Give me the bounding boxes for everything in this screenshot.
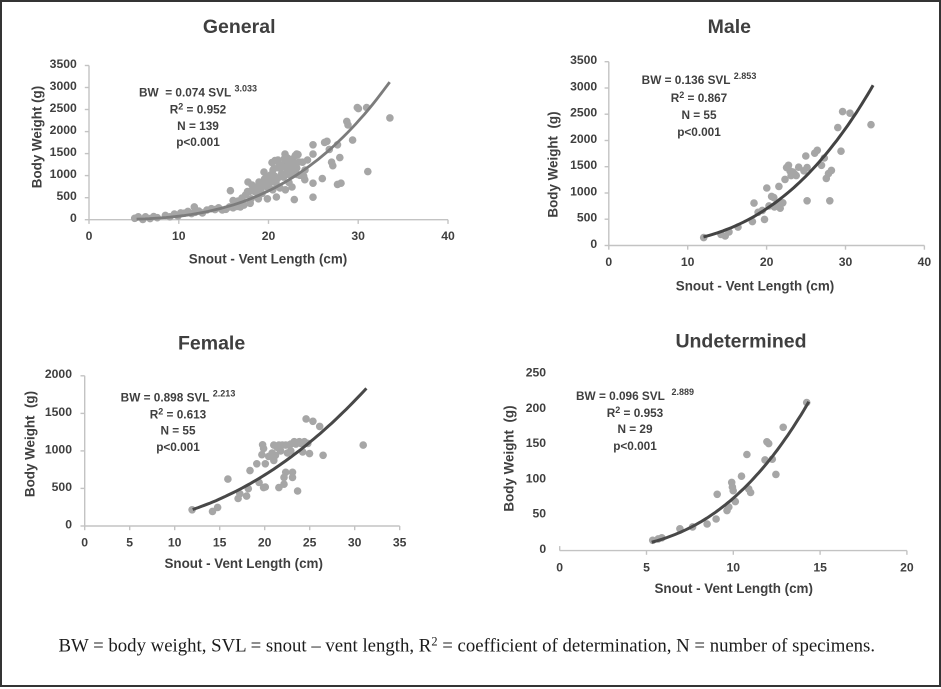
svg-text:N = 139: N = 139 <box>177 119 219 133</box>
svg-text:N = 55: N = 55 <box>681 108 717 122</box>
svg-text:5: 5 <box>126 535 133 549</box>
svg-text:BW = 0.136 SVL 2.853: BW = 0.136 SVL 2.853 <box>642 71 757 87</box>
svg-text:N = 55: N = 55 <box>160 424 196 438</box>
svg-text:150: 150 <box>526 436 547 450</box>
svg-text:0: 0 <box>81 535 88 549</box>
svg-text:Snout - Vent Length (cm): Snout - Vent Length (cm) <box>654 581 812 596</box>
svg-text:2000: 2000 <box>570 132 597 146</box>
svg-text:30: 30 <box>839 255 853 269</box>
svg-text:1500: 1500 <box>570 158 597 172</box>
svg-text:30: 30 <box>348 535 362 549</box>
svg-text:0: 0 <box>590 237 597 251</box>
svg-text:35: 35 <box>393 535 407 549</box>
svg-text:40: 40 <box>918 255 932 269</box>
svg-text:10: 10 <box>681 255 695 269</box>
svg-text:R2 = 0.952: R2 = 0.952 <box>170 102 227 117</box>
svg-text:Body Weight (g): Body Weight (g) <box>23 391 38 497</box>
svg-text:p<0.001: p<0.001 <box>613 439 657 453</box>
svg-text:0: 0 <box>605 255 612 269</box>
svg-text:5: 5 <box>643 560 650 574</box>
svg-text:10: 10 <box>168 535 182 549</box>
svg-text:0: 0 <box>65 517 72 531</box>
svg-text:Snout - Vent Length (cm): Snout - Vent Length (cm) <box>189 251 347 266</box>
svg-text:500: 500 <box>52 480 73 494</box>
svg-text:Male: Male <box>708 16 752 38</box>
svg-text:1000: 1000 <box>570 184 597 198</box>
svg-text:BW = body weight, SVL = snout: BW = body weight, SVL = snout – vent len… <box>59 635 876 657</box>
svg-text:N = 29: N = 29 <box>617 422 653 436</box>
svg-text:20: 20 <box>900 560 914 574</box>
svg-text:Body Weight (g): Body Weight (g) <box>30 86 45 188</box>
svg-text:Snout - Vent Length (cm): Snout - Vent Length (cm) <box>164 556 322 571</box>
svg-text:500: 500 <box>56 189 77 203</box>
svg-text:20: 20 <box>262 229 276 243</box>
svg-text:1500: 1500 <box>45 405 72 419</box>
svg-text:50: 50 <box>533 507 547 521</box>
svg-text:R2 = 0.953: R2 = 0.953 <box>607 405 664 420</box>
svg-text:BW = 0.096 SVL 2.889: BW = 0.096 SVL 2.889 <box>576 387 694 403</box>
svg-text:250: 250 <box>526 366 547 380</box>
svg-text:1000: 1000 <box>45 442 72 456</box>
svg-text:3000: 3000 <box>570 79 597 93</box>
svg-text:20: 20 <box>258 535 272 549</box>
svg-text:20: 20 <box>760 255 774 269</box>
svg-text:BW = 0.074 SVL 3.033: BW = 0.074 SVL 3.033 <box>139 83 257 99</box>
svg-text:25: 25 <box>303 535 317 549</box>
svg-text:General: General <box>203 16 276 38</box>
svg-text:10: 10 <box>172 229 186 243</box>
svg-text:30: 30 <box>351 229 365 243</box>
svg-text:R2 = 0.867: R2 = 0.867 <box>671 90 728 105</box>
svg-text:0: 0 <box>556 560 563 574</box>
svg-text:2500: 2500 <box>570 106 597 120</box>
svg-text:1000: 1000 <box>50 167 77 181</box>
svg-text:100: 100 <box>526 472 547 486</box>
svg-text:200: 200 <box>526 401 547 415</box>
svg-text:Female: Female <box>178 333 245 355</box>
svg-text:40: 40 <box>441 229 455 243</box>
svg-text:p<0.001: p<0.001 <box>156 440 200 454</box>
svg-text:Undetermined: Undetermined <box>675 331 806 353</box>
svg-text:3000: 3000 <box>50 79 77 93</box>
svg-text:10: 10 <box>727 560 741 574</box>
svg-text:2500: 2500 <box>50 101 77 115</box>
svg-text:3500: 3500 <box>570 53 597 67</box>
svg-text:0: 0 <box>86 229 93 243</box>
svg-text:R2 = 0.613: R2 = 0.613 <box>150 407 207 422</box>
svg-text:15: 15 <box>813 560 827 574</box>
svg-text:Body Weight (g): Body Weight (g) <box>502 405 517 511</box>
svg-text:1500: 1500 <box>50 145 77 159</box>
svg-text:p<0.001: p<0.001 <box>176 135 220 149</box>
svg-text:3500: 3500 <box>50 57 77 71</box>
svg-text:BW = 0.898 SVL 2.213: BW = 0.898 SVL 2.213 <box>121 389 236 405</box>
svg-text:15: 15 <box>213 535 227 549</box>
svg-text:500: 500 <box>577 211 598 225</box>
svg-text:2000: 2000 <box>50 123 77 137</box>
svg-text:Snout - Vent Length (cm): Snout - Vent Length (cm) <box>676 279 834 294</box>
svg-text:Body Weight (g): Body Weight (g) <box>546 111 561 217</box>
svg-text:2000: 2000 <box>45 367 72 381</box>
svg-text:p<0.001: p<0.001 <box>677 125 721 139</box>
svg-text:0: 0 <box>70 211 77 225</box>
svg-text:0: 0 <box>539 542 546 556</box>
